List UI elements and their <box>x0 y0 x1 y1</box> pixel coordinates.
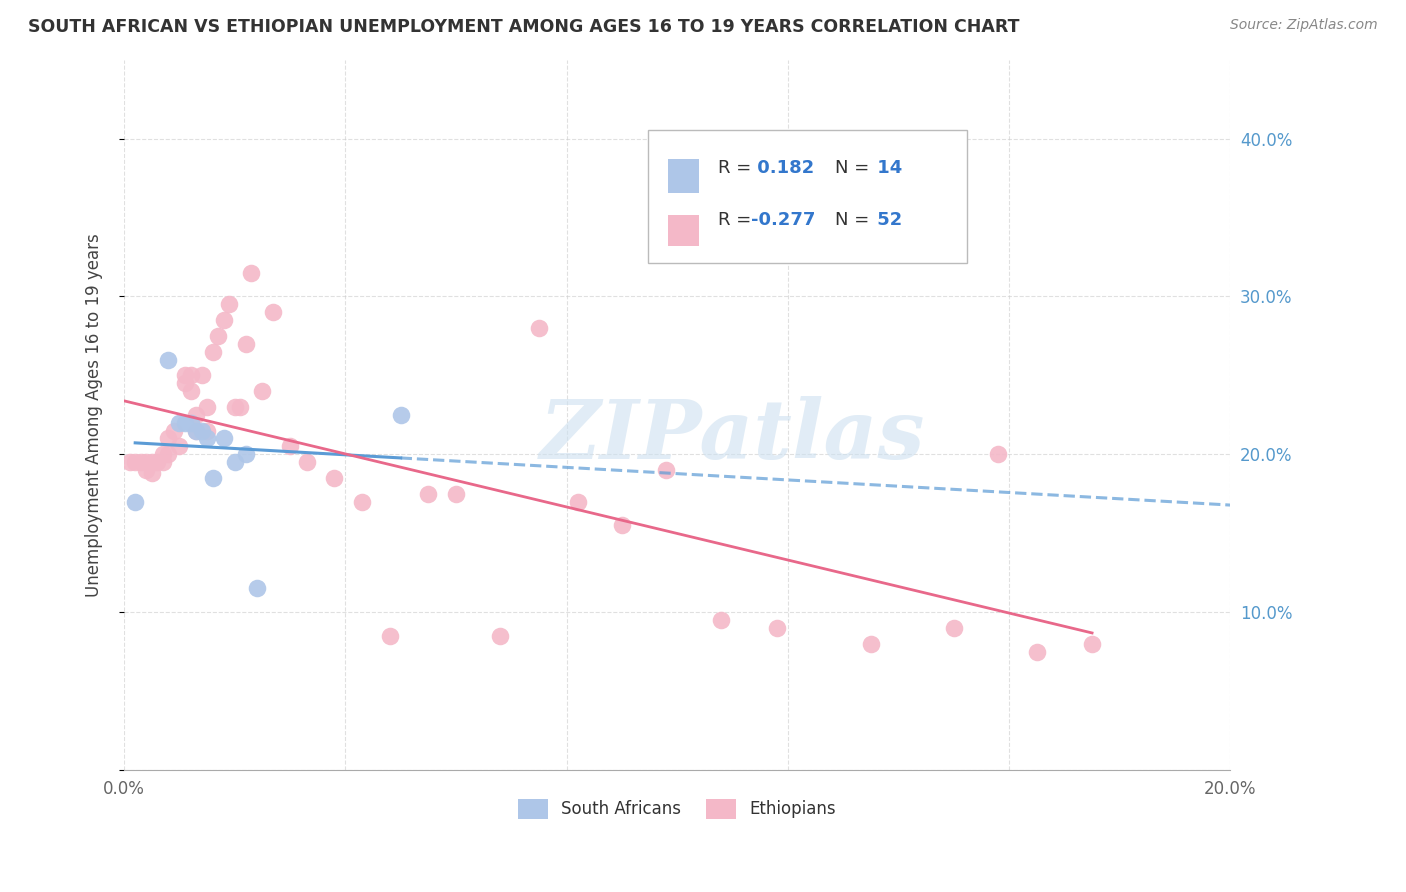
Point <box>418 487 440 501</box>
Legend: South Africans, Ethiopians: South Africans, Ethiopians <box>512 792 844 826</box>
Point <box>141 455 163 469</box>
Point <box>190 368 212 383</box>
Text: N =: N = <box>835 159 869 177</box>
Point <box>278 439 301 453</box>
Point <box>207 329 229 343</box>
Point <box>184 424 207 438</box>
Point <box>765 621 787 635</box>
Point <box>163 424 186 438</box>
Text: ZIPatlas: ZIPatlas <box>540 396 925 476</box>
Point <box>157 432 180 446</box>
Point <box>235 447 257 461</box>
Point <box>610 518 633 533</box>
Point <box>179 368 201 383</box>
Point <box>184 408 207 422</box>
Point <box>224 455 246 469</box>
Text: 14: 14 <box>870 159 903 177</box>
Point <box>224 400 246 414</box>
Point <box>567 494 589 508</box>
Point <box>218 297 240 311</box>
Text: Source: ZipAtlas.com: Source: ZipAtlas.com <box>1230 18 1378 32</box>
Point <box>444 487 467 501</box>
Point <box>240 266 263 280</box>
Point <box>252 384 274 398</box>
Point <box>174 416 197 430</box>
Point <box>179 416 201 430</box>
Point <box>1081 637 1104 651</box>
Text: SOUTH AFRICAN VS ETHIOPIAN UNEMPLOYMENT AMONG AGES 16 TO 19 YEARS CORRELATION CH: SOUTH AFRICAN VS ETHIOPIAN UNEMPLOYMENT … <box>28 18 1019 36</box>
Point <box>135 463 157 477</box>
Point <box>489 629 512 643</box>
Point <box>710 613 733 627</box>
Point <box>169 416 191 430</box>
Point <box>157 352 180 367</box>
Point <box>389 408 412 422</box>
Point <box>195 424 218 438</box>
Point <box>179 384 201 398</box>
Point <box>378 629 401 643</box>
Text: 0.182: 0.182 <box>751 159 814 177</box>
Point <box>174 376 197 391</box>
Point <box>195 400 218 414</box>
Point <box>129 455 152 469</box>
Text: N =: N = <box>835 211 869 229</box>
Point <box>323 471 346 485</box>
Point <box>184 424 207 438</box>
Point <box>942 621 965 635</box>
Point <box>1025 644 1047 658</box>
Point <box>195 432 218 446</box>
Point <box>655 463 678 477</box>
Text: 52: 52 <box>870 211 903 229</box>
Point <box>157 447 180 461</box>
Point <box>124 494 146 508</box>
Text: -0.277: -0.277 <box>751 211 815 229</box>
Point <box>263 305 285 319</box>
Point <box>152 447 174 461</box>
Point <box>135 455 157 469</box>
Point <box>235 336 257 351</box>
Point <box>174 368 197 383</box>
Text: R =: R = <box>718 211 752 229</box>
Point <box>152 455 174 469</box>
Point <box>246 582 269 596</box>
Point <box>350 494 373 508</box>
Point <box>212 432 235 446</box>
Point <box>527 321 550 335</box>
Point <box>295 455 318 469</box>
Point <box>987 447 1010 461</box>
Point <box>169 439 191 453</box>
Point <box>201 344 224 359</box>
Point <box>146 455 169 469</box>
Point <box>190 424 212 438</box>
Point <box>859 637 882 651</box>
Point <box>212 313 235 327</box>
Point <box>229 400 252 414</box>
Point <box>118 455 141 469</box>
Point <box>124 455 146 469</box>
Point <box>201 471 224 485</box>
Y-axis label: Unemployment Among Ages 16 to 19 years: Unemployment Among Ages 16 to 19 years <box>86 233 103 597</box>
Text: R =: R = <box>718 159 752 177</box>
Point <box>141 467 163 481</box>
